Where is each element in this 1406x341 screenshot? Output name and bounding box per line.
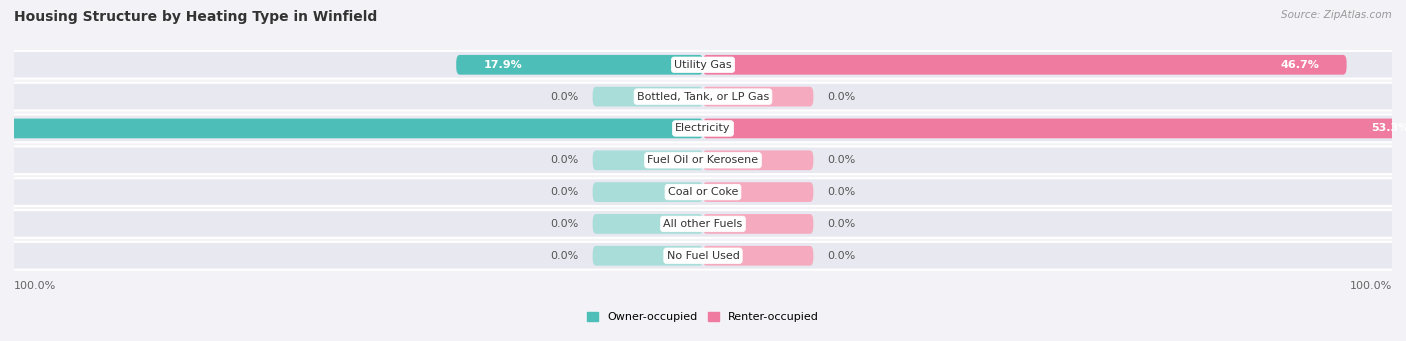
FancyBboxPatch shape — [593, 214, 703, 234]
FancyBboxPatch shape — [0, 83, 1406, 110]
Text: Housing Structure by Heating Type in Winfield: Housing Structure by Heating Type in Win… — [14, 10, 377, 24]
FancyBboxPatch shape — [703, 150, 813, 170]
Text: Utility Gas: Utility Gas — [675, 60, 731, 70]
Text: 100.0%: 100.0% — [1350, 281, 1392, 291]
FancyBboxPatch shape — [0, 210, 1406, 238]
Legend: Owner-occupied, Renter-occupied: Owner-occupied, Renter-occupied — [582, 308, 824, 327]
Text: 0.0%: 0.0% — [827, 219, 855, 229]
FancyBboxPatch shape — [456, 55, 703, 75]
FancyBboxPatch shape — [0, 115, 1406, 142]
FancyBboxPatch shape — [0, 51, 1406, 79]
Text: Fuel Oil or Kerosene: Fuel Oil or Kerosene — [647, 155, 759, 165]
Text: 17.9%: 17.9% — [484, 60, 523, 70]
Text: 46.7%: 46.7% — [1279, 60, 1319, 70]
FancyBboxPatch shape — [593, 87, 703, 106]
Text: 0.0%: 0.0% — [551, 155, 579, 165]
Text: 53.3%: 53.3% — [1372, 123, 1406, 133]
FancyBboxPatch shape — [593, 182, 703, 202]
Text: Bottled, Tank, or LP Gas: Bottled, Tank, or LP Gas — [637, 92, 769, 102]
Text: 0.0%: 0.0% — [827, 187, 855, 197]
Text: Coal or Coke: Coal or Coke — [668, 187, 738, 197]
FancyBboxPatch shape — [703, 119, 1406, 138]
Text: 0.0%: 0.0% — [827, 251, 855, 261]
Text: All other Fuels: All other Fuels — [664, 219, 742, 229]
FancyBboxPatch shape — [703, 182, 813, 202]
Text: 100.0%: 100.0% — [14, 281, 56, 291]
Text: No Fuel Used: No Fuel Used — [666, 251, 740, 261]
FancyBboxPatch shape — [703, 87, 813, 106]
FancyBboxPatch shape — [593, 246, 703, 266]
Text: Electricity: Electricity — [675, 123, 731, 133]
Text: Source: ZipAtlas.com: Source: ZipAtlas.com — [1281, 10, 1392, 20]
FancyBboxPatch shape — [0, 242, 1406, 270]
FancyBboxPatch shape — [703, 55, 1347, 75]
FancyBboxPatch shape — [593, 150, 703, 170]
Text: 0.0%: 0.0% — [827, 92, 855, 102]
FancyBboxPatch shape — [703, 214, 813, 234]
FancyBboxPatch shape — [0, 119, 703, 138]
Text: 0.0%: 0.0% — [551, 251, 579, 261]
Text: 0.0%: 0.0% — [551, 187, 579, 197]
Text: 0.0%: 0.0% — [827, 155, 855, 165]
Text: 0.0%: 0.0% — [551, 92, 579, 102]
FancyBboxPatch shape — [0, 146, 1406, 174]
Text: 0.0%: 0.0% — [551, 219, 579, 229]
FancyBboxPatch shape — [703, 246, 813, 266]
FancyBboxPatch shape — [0, 178, 1406, 206]
